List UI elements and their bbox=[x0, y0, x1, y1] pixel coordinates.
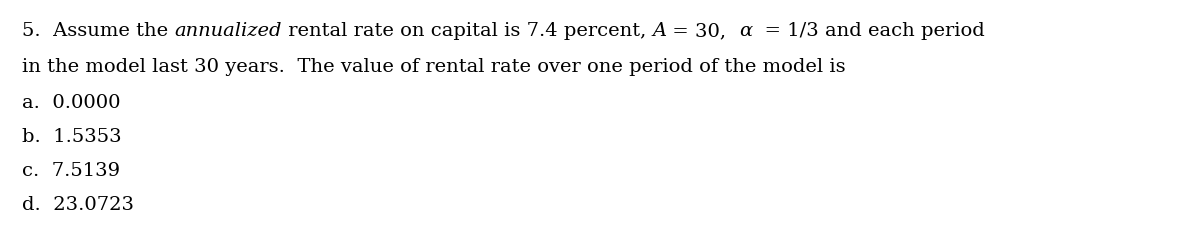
Text: rental rate on capital is 7.4 percent,: rental rate on capital is 7.4 percent, bbox=[282, 22, 653, 40]
Text: b.  1.5353: b. 1.5353 bbox=[22, 128, 121, 146]
Text: annualized: annualized bbox=[174, 22, 282, 40]
Text: in the model last 30 years.  The value of rental rate over one period of the mod: in the model last 30 years. The value of… bbox=[22, 58, 846, 76]
Text: 5.  Assume the: 5. Assume the bbox=[22, 22, 174, 40]
Text: c.  7.5139: c. 7.5139 bbox=[22, 162, 120, 180]
Text: α: α bbox=[739, 22, 752, 40]
Text: = 1/3 and each period: = 1/3 and each period bbox=[752, 22, 985, 40]
Text: A: A bbox=[653, 22, 666, 40]
Text: d.  23.0723: d. 23.0723 bbox=[22, 196, 134, 214]
Text: a.  0.0000: a. 0.0000 bbox=[22, 94, 120, 112]
Text: = 30,: = 30, bbox=[666, 22, 739, 40]
